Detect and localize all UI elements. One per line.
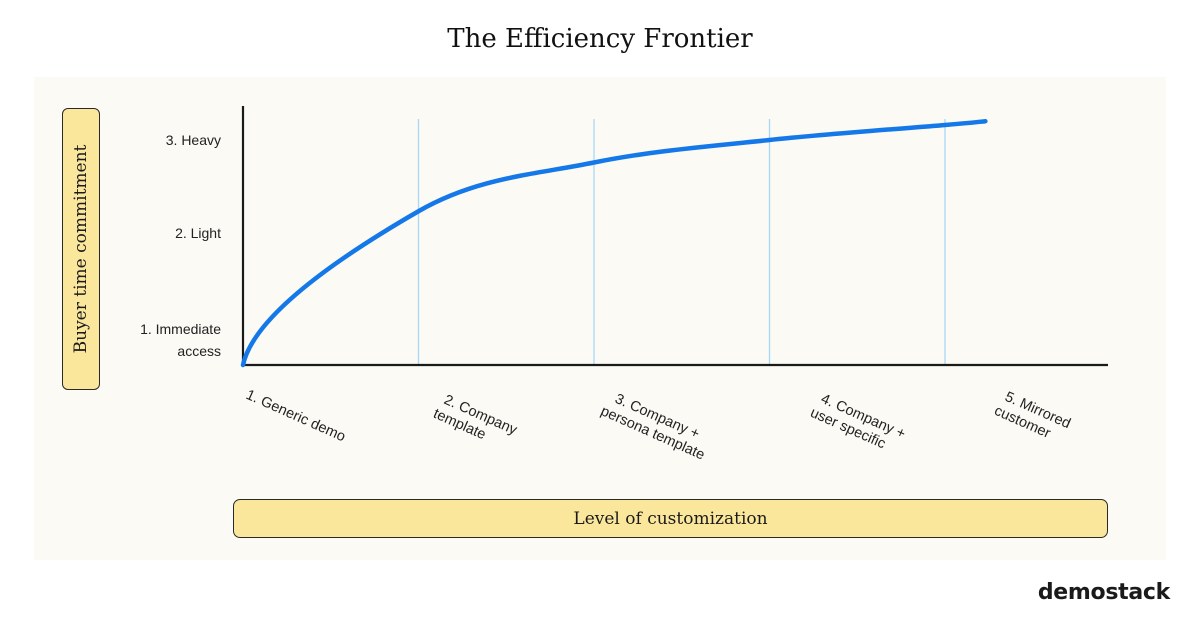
y-axis-label-box: Buyer time commitment bbox=[62, 108, 100, 390]
series-group bbox=[240, 119, 988, 368]
y-tick-label-1: 1. Immediate access bbox=[140, 321, 221, 359]
x-tick-label-3: 3. Company +persona template bbox=[598, 388, 714, 464]
y-tick-labels: 1. Immediate access 2. Light 3. Heavy bbox=[140, 132, 221, 359]
chart-title: The Efficiency Frontier bbox=[447, 24, 753, 54]
y-axis-label: Buyer time commitment bbox=[71, 144, 91, 354]
series-line-1 bbox=[240, 119, 988, 368]
brand-logo: demostack bbox=[1037, 580, 1170, 605]
x-tick-label-4: 4. Company +user specific bbox=[808, 389, 908, 458]
axes bbox=[241, 106, 1108, 367]
y-tick-label-3: 3. Heavy bbox=[166, 132, 221, 148]
x-axis-label: Level of customization bbox=[573, 508, 768, 529]
x-tick-labels: 1. Generic demo 2. Companytemplate 3. Comp… bbox=[243, 387, 1073, 463]
x-axis-label-box: Level of customization bbox=[233, 499, 1108, 538]
chart-panel bbox=[34, 77, 1166, 560]
x-tick-label-1: 1. Generic demo bbox=[243, 387, 347, 445]
grid-lines bbox=[417, 119, 946, 365]
y-tick-label-2: 2. Light bbox=[175, 225, 221, 241]
x-tick-label-5: 5. Mirroredcustomer bbox=[992, 387, 1073, 447]
x-tick-label-2: 2. Companytemplate bbox=[431, 390, 520, 454]
